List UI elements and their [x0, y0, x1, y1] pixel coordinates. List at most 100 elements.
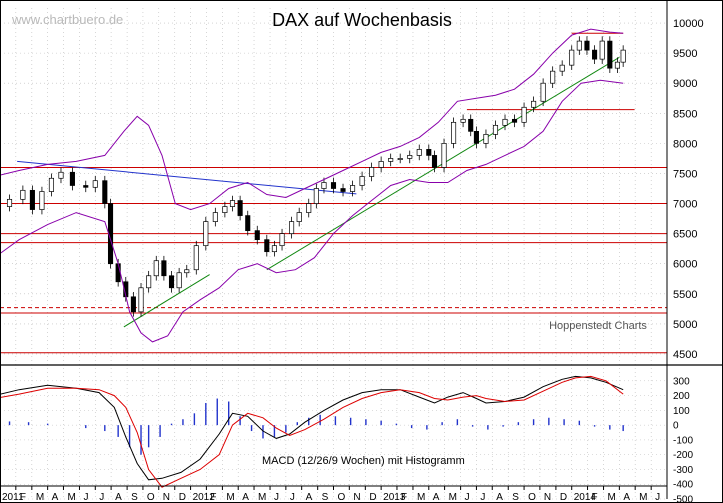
x-tick-label: J	[465, 492, 470, 503]
candle-body	[203, 221, 209, 247]
trendline	[17, 160, 357, 195]
grid	[0, 8, 667, 500]
candle-body	[378, 161, 384, 168]
x-tick-label: F	[20, 492, 26, 503]
macd-label: MACD (12/26/9 Wochen) mit Histogramm	[262, 455, 465, 467]
x-tick-label: 2011	[2, 492, 24, 503]
y-tick-label: 6000	[673, 259, 697, 271]
candle-body	[254, 230, 260, 241]
candle-body	[620, 49, 626, 63]
candle-body	[193, 245, 199, 271]
y-tick-label: 8500	[673, 108, 697, 120]
candle-body	[407, 155, 413, 159]
macd-tick-label: -300	[673, 465, 693, 476]
candle-body	[161, 260, 167, 277]
x-tick-label: D	[179, 492, 186, 503]
x-tick-label: N	[163, 492, 170, 503]
candle-body	[83, 185, 89, 188]
candle-body	[473, 130, 479, 144]
x-tick-label: A	[242, 492, 249, 503]
candle-body	[222, 206, 228, 213]
candle-body	[397, 158, 403, 160]
x-tick-label: S	[512, 492, 519, 503]
candle-body	[115, 263, 121, 283]
x-tick-label: M	[258, 492, 266, 503]
candle-body	[264, 239, 270, 253]
x-tick-label: J	[274, 492, 279, 503]
macd-tick-label: -200	[673, 450, 693, 461]
candle-body	[271, 245, 277, 253]
candle-body	[584, 40, 590, 51]
candle-body	[460, 118, 466, 123]
y-tick-label: 6500	[673, 229, 697, 241]
y-tick-label: 10000	[673, 18, 704, 30]
candle-body	[306, 203, 312, 213]
candle-body	[540, 82, 546, 102]
x-tick-label: M	[417, 492, 425, 503]
macd-tick-label: 100	[673, 406, 690, 417]
signal-line	[0, 375, 624, 488]
candle-body	[184, 269, 190, 274]
macd-tick-label: -500	[673, 495, 693, 503]
x-tick-label: J	[99, 492, 104, 503]
x-tick-label: A	[623, 492, 630, 503]
candle-body	[431, 155, 438, 168]
candle-body	[607, 40, 613, 69]
x-tick-label: D	[560, 492, 567, 503]
watermark: www.chartbuero.de	[11, 12, 123, 27]
candle-body	[39, 191, 45, 210]
candle-body	[569, 49, 575, 66]
candle-body	[69, 171, 75, 186]
candle-body	[289, 221, 295, 234]
candle-body	[550, 70, 556, 84]
y-tick-label: 4500	[673, 349, 697, 361]
x-tick-label: F	[210, 492, 216, 503]
candle-body	[153, 260, 159, 277]
macd-line	[0, 375, 624, 481]
x-tick-label: O	[338, 492, 346, 503]
candle-body	[511, 118, 518, 123]
candle-body	[102, 180, 108, 204]
candle-body	[483, 134, 489, 144]
candle-body	[321, 182, 327, 189]
candle-body	[138, 287, 144, 313]
x-tick-label: A	[433, 492, 440, 503]
candle-body	[502, 118, 508, 126]
x-tick-label: M	[608, 492, 616, 503]
x-tick-label: M	[639, 492, 647, 503]
source-note: Hoppenstedt Charts	[549, 320, 647, 332]
x-tick-label: F	[592, 492, 598, 503]
candle-body	[492, 124, 499, 135]
candle-body	[340, 188, 346, 192]
x-tick-label: A	[52, 492, 59, 503]
candle-body	[245, 215, 251, 231]
candle-body	[330, 182, 337, 189]
x-tick-label: O	[147, 492, 155, 503]
candle-body	[350, 185, 356, 192]
candle-body	[58, 171, 64, 179]
x-tick-label: D	[369, 492, 376, 503]
candle-body	[6, 198, 13, 207]
x-tick-label: F	[401, 492, 407, 503]
x-tick-label: M	[67, 492, 75, 503]
candle-body	[212, 212, 218, 222]
y-tick-label: 9000	[673, 78, 697, 90]
macd-tick-label: 300	[673, 376, 690, 387]
candle-body	[451, 121, 457, 144]
x-tick-label: 2013	[383, 492, 406, 503]
x-tick-label: J	[655, 492, 660, 503]
x-tick-label: 2012	[193, 492, 216, 503]
x-tick-label: M	[226, 492, 234, 503]
bollinger_upper-line	[0, 28, 624, 211]
macd-tick-label: -100	[673, 435, 693, 446]
candle-body	[29, 189, 35, 210]
y-tick-label: 9500	[673, 48, 697, 60]
candle-body	[441, 143, 447, 168]
y-tick-label: 5000	[673, 319, 697, 331]
candle-body	[48, 177, 55, 192]
x-tick-label: N	[544, 492, 551, 503]
y-tick-label: 7000	[673, 199, 697, 211]
x-tick-label: J	[480, 492, 485, 503]
